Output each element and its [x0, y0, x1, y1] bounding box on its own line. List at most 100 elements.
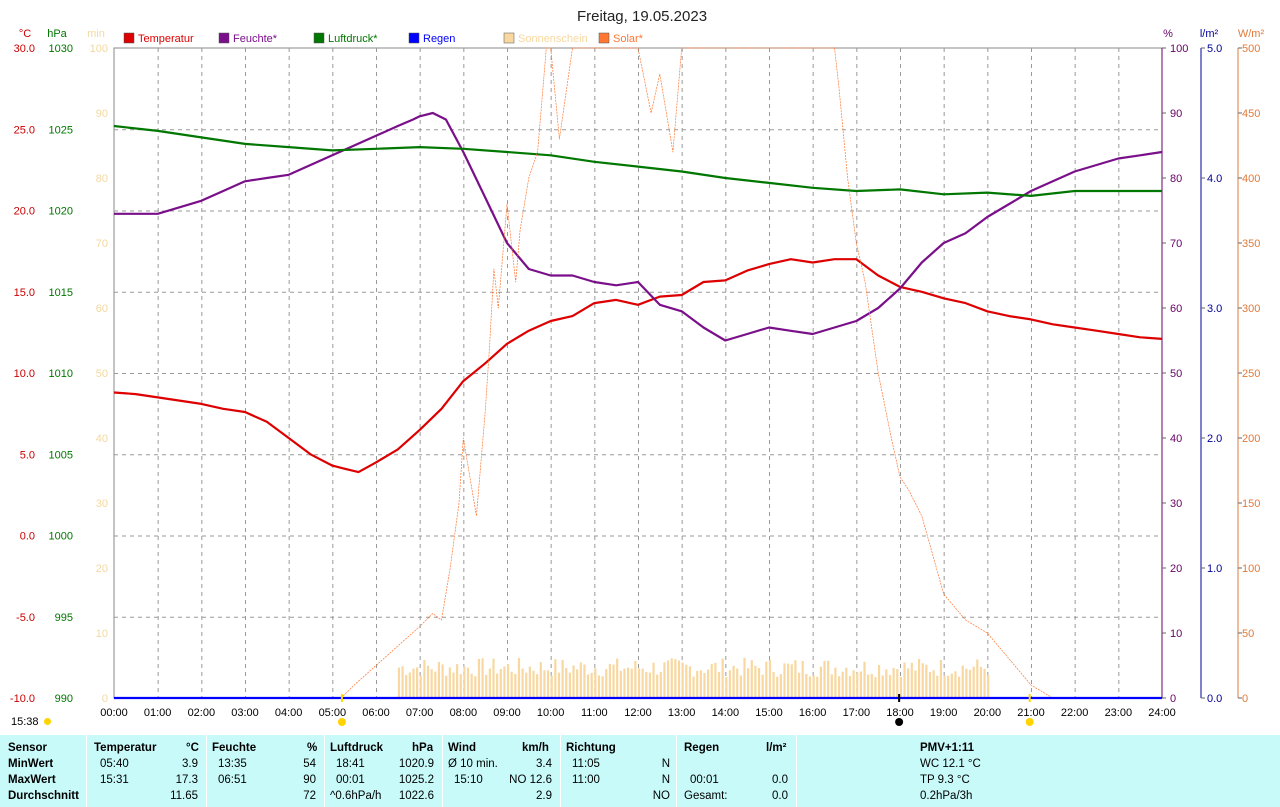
wind-avg10: 3.4 — [536, 758, 552, 770]
sunshine-bar — [568, 672, 571, 698]
sunshine-bar — [859, 671, 862, 698]
wind-head: Wind — [448, 742, 476, 754]
sunshine-bar — [714, 662, 717, 698]
pmv-head: PMV+1:11 — [920, 742, 975, 754]
sunshine-tick-label: 100 — [90, 43, 108, 55]
sunshine-bar — [790, 664, 793, 698]
pmv-windchill: WC 12.1 °C — [920, 758, 981, 770]
legend-label: Feuchte* — [233, 33, 278, 45]
pmv-dewpoint: TP 9.3 °C — [920, 774, 970, 786]
sunshine-bar — [772, 672, 775, 698]
unit-labels: °C hPa min % l/m² W/m² — [19, 28, 1265, 40]
sunshine-bar — [794, 660, 797, 698]
sunshine-bar — [616, 658, 619, 698]
pressure-min-time: 18:41 — [336, 758, 365, 770]
sunshine-bar — [594, 668, 597, 698]
temperature-tick-label: 30.0 — [14, 43, 35, 55]
solar-tick-label: 500 — [1242, 43, 1260, 55]
x-tick-label: 00:00 — [100, 707, 128, 719]
sunshine-bar — [445, 675, 448, 698]
rain-tick-label: 5.0 — [1207, 43, 1222, 55]
solar-tick-label: 250 — [1242, 368, 1260, 380]
weather-chart: Freitag, 19.05.2023 °C hPa min % l/m² W/… — [10, 8, 1265, 726]
legend-label: Luftdruck* — [328, 33, 378, 45]
sunshine-unit-label: min — [87, 28, 105, 40]
sunshine-bar — [590, 672, 593, 698]
x-tick-label: 08:00 — [450, 707, 478, 719]
sunshine-bar — [506, 664, 510, 698]
row-label-sensor: Sensor — [8, 742, 47, 754]
wind-max-time: 15:10 — [454, 774, 483, 786]
sunshine-bar — [961, 665, 964, 698]
temperature-unit: °C — [186, 742, 199, 754]
sunshine-bar — [466, 667, 470, 698]
sunshine-bar — [637, 668, 641, 698]
sunshine-bar — [405, 674, 408, 698]
sunshine-bar — [939, 660, 943, 698]
sunshine-bar — [503, 666, 506, 698]
series-temperatur — [113, 258, 1163, 474]
sunshine-bar — [845, 667, 848, 698]
statistics-panel: Sensor MinWert MaxWert Durchschnitt Temp… — [0, 735, 1280, 807]
sunshine-bar — [645, 672, 648, 698]
marker-noon — [895, 718, 904, 726]
humidity-unit: % — [307, 742, 318, 754]
sunshine-bar — [837, 676, 841, 698]
x-tick-label: 02:00 — [188, 707, 216, 719]
sunshine-tick-label: 80 — [96, 173, 108, 185]
sunshine-bar — [477, 658, 481, 698]
sunshine-bar — [917, 659, 921, 698]
sunshine-bars — [397, 657, 990, 698]
temperature-unit-label: °C — [19, 28, 31, 40]
humidity-tick-label: 100 — [1170, 43, 1188, 55]
x-tick-label: 06:00 — [362, 707, 390, 719]
legend-label: Regen — [423, 33, 455, 45]
sunshine-bar — [779, 674, 782, 698]
rain-max-time: 00:01 — [690, 774, 719, 786]
rain-tick-label: 3.0 — [1207, 303, 1222, 315]
daylength-label: 15:38 — [11, 716, 51, 728]
temperature-avg: 11.65 — [170, 790, 198, 802]
sunshine-bar — [667, 660, 670, 698]
sunshine-bar — [630, 668, 633, 698]
x-tick-label: 19:00 — [930, 707, 958, 719]
rain-head: Regen — [684, 742, 720, 754]
x-tick-label: 22:00 — [1061, 707, 1089, 719]
sunshine-bar — [663, 662, 666, 698]
humidity-tick-label: 0 — [1170, 693, 1176, 705]
solar-tick-label: 0 — [1242, 693, 1248, 705]
sunshine-bar — [928, 671, 932, 698]
pressure-max-time: 00:01 — [336, 774, 365, 786]
legend-label: Solar* — [613, 33, 644, 45]
sunshine-bar — [797, 672, 801, 698]
temperature-tick-label: 10.0 — [14, 368, 35, 380]
sunshine-bar — [877, 665, 881, 698]
sunshine-tick-label: 20 — [96, 563, 108, 575]
sunshine-tick-label: 30 — [96, 498, 108, 510]
sunshine-bar — [863, 661, 866, 698]
row-label-max: MaxWert — [8, 774, 56, 786]
sunshine-bar — [925, 664, 928, 698]
sunshine-bar — [536, 674, 539, 698]
humidity-min-time: 13:35 — [218, 758, 247, 770]
legend-label: Sonnenschein — [518, 33, 588, 45]
sunshine-tick-label: 10 — [96, 628, 108, 640]
sunshine-bar — [947, 675, 950, 698]
sunshine-bar — [572, 665, 575, 698]
humidity-tick-label: 30 — [1170, 498, 1182, 510]
humidity-tick-label: 60 — [1170, 303, 1182, 315]
sunshine-bar — [699, 670, 702, 698]
sunshine-bar — [470, 673, 473, 698]
legend-swatch — [598, 32, 610, 44]
temperature-tick-label: -5.0 — [16, 612, 35, 624]
x-tick-label: 03:00 — [231, 707, 259, 719]
x-tick-label: 18:00 — [886, 707, 914, 719]
sunshine-bar — [583, 664, 586, 698]
sunshine-bar — [634, 660, 637, 698]
axes: 30.025.020.015.010.05.00.0-5.0-10.010301… — [10, 43, 1260, 705]
direction-max-time: 11:00 — [572, 774, 600, 786]
solar-tick-label: 150 — [1242, 498, 1260, 510]
direction-min-time: 11:05 — [572, 758, 600, 770]
sunshine-bar — [626, 667, 630, 698]
humidity-tick-label: 20 — [1170, 563, 1182, 575]
